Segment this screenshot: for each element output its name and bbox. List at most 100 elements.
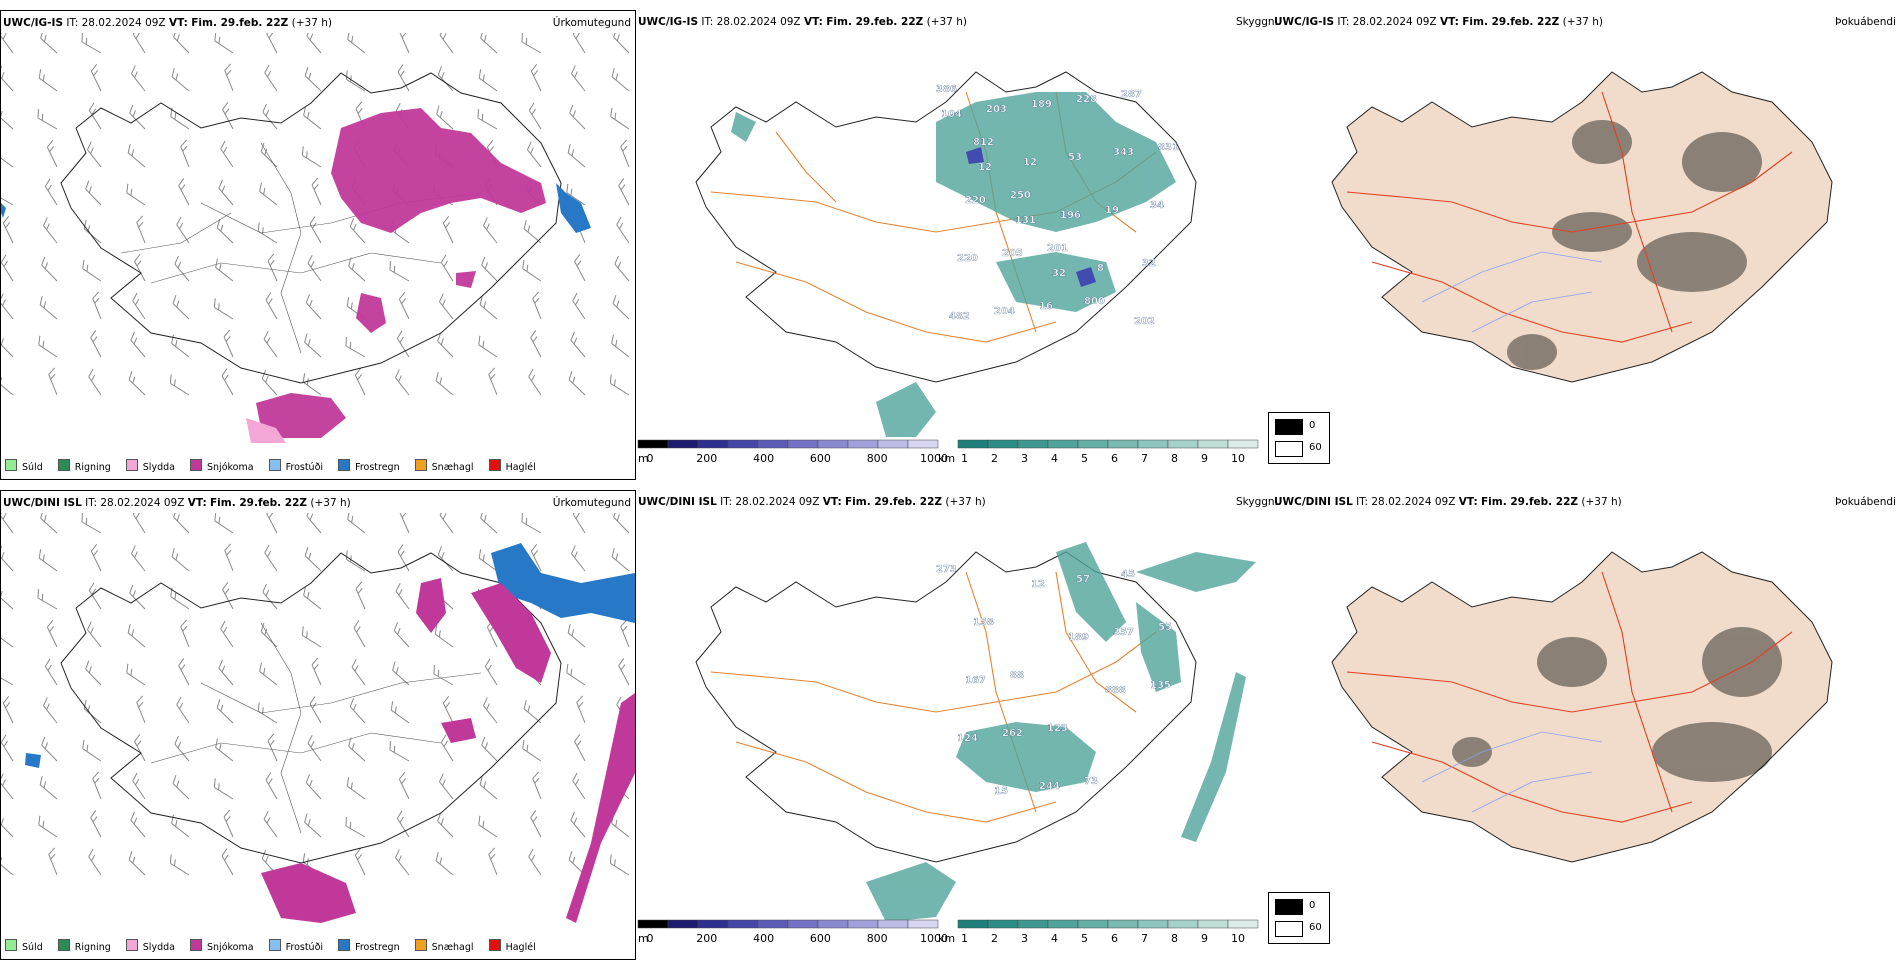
cloud-base-label: 53 — [1068, 152, 1082, 163]
wind-barb — [304, 774, 327, 799]
wind-barb — [304, 513, 327, 533]
wind-barb — [398, 772, 417, 799]
cloud-base-label: 45 — [1121, 569, 1135, 580]
wind-barb — [395, 331, 416, 357]
colorbar-cell — [728, 920, 758, 928]
precip-type-map — [1, 513, 635, 923]
wind-barb — [1, 106, 18, 129]
precip-type-panel: UWC/DINI ISL IT: 28.02.2024 09Z VT: Fim.… — [0, 490, 636, 960]
cloud-base-label: 167 — [965, 675, 986, 686]
wind-barb — [300, 373, 326, 395]
wind-barb — [571, 33, 592, 53]
colorbar-tick-label: 4 — [1051, 932, 1058, 945]
legend-swatch — [58, 939, 70, 951]
wind-barb — [169, 335, 194, 357]
colorbar-cell — [788, 440, 818, 448]
wind-barb — [81, 220, 106, 243]
wind-barb — [79, 740, 105, 761]
wind-barb — [266, 734, 284, 761]
wind-barb — [91, 772, 108, 799]
clouds-panel: UWC/DINI ISL IT: 28.02.2024 09Z VT: Fim.… — [636, 490, 1272, 960]
wind-barb — [46, 620, 65, 647]
colorbar-tick-label: 7 — [1141, 452, 1148, 465]
wind-barb — [437, 774, 459, 799]
wind-barb — [342, 817, 369, 837]
wind-barb — [607, 854, 633, 875]
wind-barb — [570, 293, 591, 319]
panel-header: UWC/IG-IS IT: 28.02.2024 09Z VT: Fim. 29… — [1274, 16, 1603, 28]
wind-barb — [567, 105, 591, 129]
wind-barb — [569, 546, 591, 571]
wind-barb — [85, 622, 107, 647]
colorbar-cell — [788, 920, 818, 928]
wind-barb — [525, 142, 547, 167]
wind-barb — [1, 513, 19, 533]
wind-barb — [89, 810, 108, 837]
legend-swatch — [190, 459, 202, 471]
wind-barb — [609, 68, 634, 91]
wind-barb — [170, 295, 194, 319]
wind-barb — [609, 335, 634, 357]
wind-barb — [262, 811, 284, 837]
wind-barb — [79, 260, 105, 281]
wind-barb — [265, 33, 284, 53]
legend-item: Haglél — [489, 459, 536, 473]
colorbar-cell — [668, 920, 698, 928]
wind-barb — [442, 216, 461, 243]
wind-barb — [299, 146, 325, 167]
wind-barb — [1, 372, 18, 395]
panel-title: Þokuábendi — [1835, 16, 1896, 28]
colorbar-unit-label: km — [938, 452, 955, 465]
precip-legend: Súld Rigning Slydda Snjókoma Frostúði Fr… — [5, 939, 548, 953]
wind-barb — [392, 622, 415, 647]
wind-barb — [308, 696, 328, 723]
wind-barb — [1, 586, 18, 609]
cloud-base-label: 135 — [1150, 680, 1171, 691]
wind-barb — [1, 546, 19, 571]
cloud-base-label: 104 — [941, 109, 962, 120]
wind-barb — [213, 739, 238, 761]
colorbar-tick-label: 7 — [1141, 932, 1148, 945]
colorbar-cell — [1048, 920, 1078, 928]
colorbar-tick-label: 200 — [696, 452, 717, 465]
wind-barb — [211, 778, 237, 799]
wind-barb — [38, 33, 63, 53]
wind-barb — [218, 141, 239, 167]
colorbar-tick-label: 9 — [1201, 452, 1208, 465]
colorbar-tick-label: 2 — [991, 932, 998, 945]
wind-barb — [306, 735, 328, 761]
wind-barb — [2, 696, 21, 723]
cloud-base-label: 287 — [1121, 89, 1142, 100]
wind-barb — [39, 737, 63, 761]
wind-barb — [90, 64, 109, 91]
colorbar-cell — [1168, 440, 1198, 448]
cloud-base-label: 32 — [1052, 268, 1066, 279]
colorbar-cell — [848, 920, 878, 928]
wind-barb — [394, 583, 416, 609]
wind-barb — [310, 178, 328, 205]
wind-barb — [255, 222, 281, 243]
colorbar-cell — [1198, 920, 1228, 928]
cloud-base-label: 131 — [1015, 215, 1036, 226]
colorbar-cell — [1168, 920, 1198, 928]
wind-barb — [90, 544, 109, 571]
cloud-base-label: 250 — [1010, 190, 1031, 201]
wind-barb — [308, 216, 328, 243]
wind-barb — [171, 513, 195, 533]
fog-panel: UWC/DINI ISL IT: 28.02.2024 09Z VT: Fim.… — [1272, 490, 1900, 960]
wind-barb — [518, 33, 545, 53]
cloud-base-label: 482 — [949, 311, 970, 322]
wind-barb — [343, 70, 369, 91]
wind-barb — [475, 816, 501, 837]
wind-barb — [398, 292, 417, 319]
wind-barb — [87, 103, 108, 129]
legend-item: Rigning — [58, 939, 111, 953]
legend-item: Frostregn — [338, 939, 400, 953]
wind-barb — [257, 183, 282, 205]
wind-barb — [1, 66, 19, 91]
colorbar-cell — [908, 440, 938, 448]
wind-barb — [433, 852, 458, 875]
wind-barb — [213, 259, 238, 281]
colorbar-cell — [958, 920, 988, 928]
wind-barb — [258, 623, 282, 647]
